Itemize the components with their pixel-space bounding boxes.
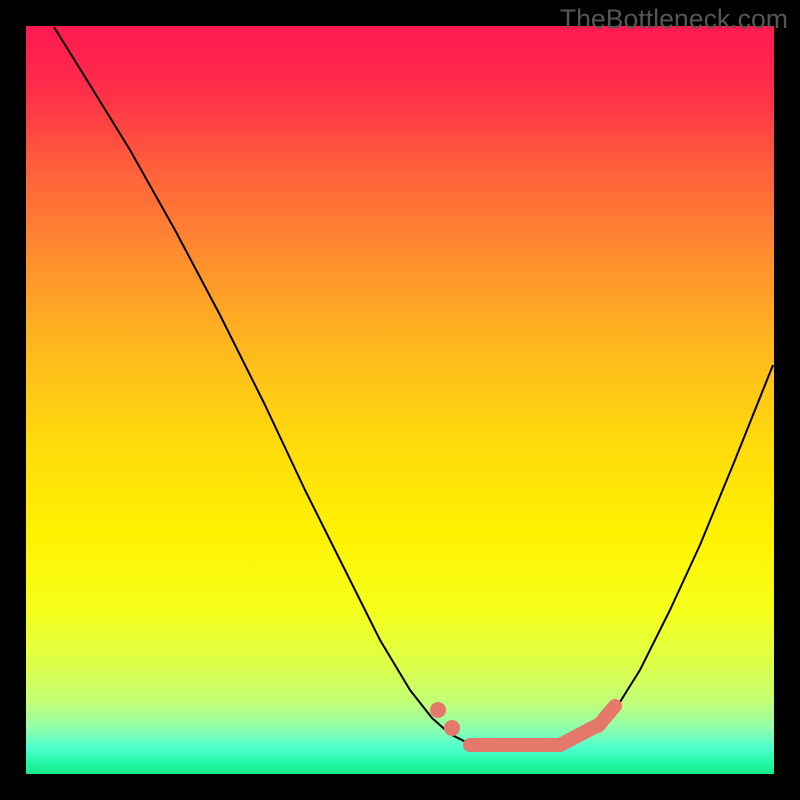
highlight-dot — [430, 702, 446, 718]
gradient-background — [26, 26, 774, 774]
highlight-dot — [444, 720, 460, 736]
bottleneck-chart — [0, 0, 800, 800]
chart-stage: TheBottleneck.com — [0, 0, 800, 800]
